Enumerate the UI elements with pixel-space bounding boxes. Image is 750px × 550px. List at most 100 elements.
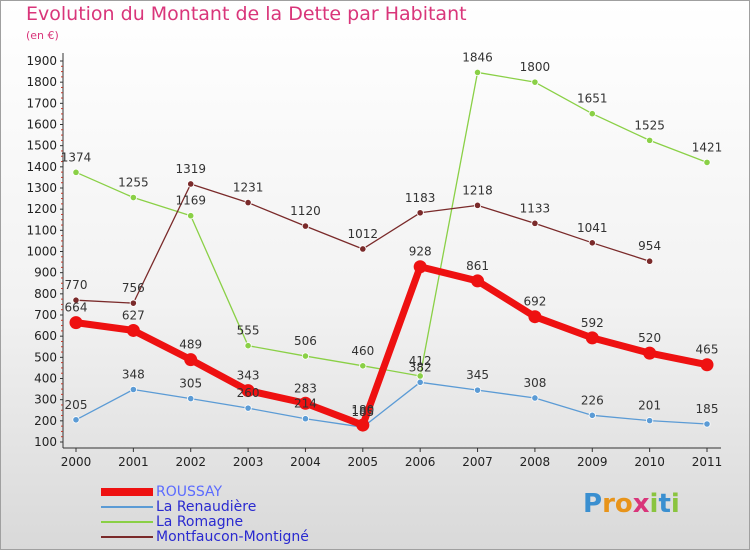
data-label-la-romagne: 1651 bbox=[577, 92, 608, 106]
x-tick-label: 2011 bbox=[692, 455, 723, 469]
data-point-la-renaudiere bbox=[244, 404, 252, 412]
legend-swatch bbox=[101, 521, 153, 523]
data-label-la-renaudiere: 185 bbox=[351, 405, 374, 419]
y-tick-label: 100 bbox=[34, 435, 57, 449]
data-label-la-romagne: 1255 bbox=[118, 176, 149, 190]
data-point-montfaucon-montigne bbox=[129, 299, 137, 307]
data-label-la-renaudiere: 345 bbox=[466, 368, 489, 382]
y-tick-label: 1000 bbox=[26, 245, 57, 259]
data-label-montfaucon-montigne: 756 bbox=[122, 281, 145, 295]
x-tick-label: 2010 bbox=[634, 455, 665, 469]
data-label-la-renaudiere: 214 bbox=[294, 397, 317, 411]
logo-letter: x bbox=[632, 489, 650, 519]
y-tick-label: 900 bbox=[34, 266, 57, 280]
series-line-montfaucon-montigne bbox=[75, 183, 651, 304]
y-tick-label: 1600 bbox=[26, 118, 57, 132]
data-point-la-romagne bbox=[588, 110, 596, 118]
data-point-montfaucon-montigne bbox=[473, 201, 482, 209]
data-point-roussay bbox=[585, 331, 599, 345]
data-point-montfaucon-montigne bbox=[531, 219, 539, 227]
data-label-la-romagne: 412 bbox=[409, 354, 432, 368]
chart-points bbox=[69, 68, 714, 432]
data-label-la-romagne: 1800 bbox=[520, 60, 551, 74]
data-point-la-romagne bbox=[416, 372, 424, 380]
data-label-roussay: 343 bbox=[237, 369, 260, 383]
data-label-roussay: 928 bbox=[409, 245, 432, 259]
x-tick-label: 2009 bbox=[577, 455, 608, 469]
chart-lines bbox=[72, 71, 711, 429]
data-label-montfaucon-montigne: 1012 bbox=[348, 227, 379, 241]
y-tick-label: 400 bbox=[34, 372, 57, 386]
data-point-la-romagne bbox=[72, 168, 80, 176]
data-label-roussay: 692 bbox=[523, 295, 546, 309]
y-tick-label: 200 bbox=[34, 414, 57, 428]
data-point-montfaucon-montigne bbox=[187, 180, 195, 188]
x-tick-label: 2002 bbox=[175, 455, 206, 469]
data-point-montfaucon-montigne bbox=[416, 209, 424, 217]
data-label-la-renaudiere: 305 bbox=[179, 377, 202, 391]
logo-letter: o bbox=[614, 489, 633, 519]
legend-swatch bbox=[101, 536, 153, 538]
logo-letter: r bbox=[602, 489, 615, 519]
series-line-la-renaudiere bbox=[75, 381, 708, 428]
data-point-la-romagne bbox=[703, 158, 711, 166]
data-label-montfaucon-montigne: 1218 bbox=[462, 183, 493, 197]
y-tick-label: 1500 bbox=[26, 139, 57, 153]
y-tick-label: 1200 bbox=[26, 202, 57, 216]
data-point-montfaucon-montigne bbox=[359, 245, 367, 253]
data-label-la-romagne: 1846 bbox=[462, 50, 493, 64]
y-tick-label: 1100 bbox=[26, 223, 57, 237]
x-tick-label: 2003 bbox=[233, 455, 264, 469]
data-label-roussay: 520 bbox=[638, 331, 661, 345]
legend-label: ROUSSAY bbox=[156, 484, 223, 500]
data-point-la-renaudiere bbox=[72, 416, 80, 424]
data-label-la-romagne: 1169 bbox=[175, 194, 206, 208]
data-label-roussay: 283 bbox=[294, 381, 317, 395]
data-label-la-romagne: 1374 bbox=[61, 150, 92, 164]
data-label-la-renaudiere: 382 bbox=[409, 360, 432, 374]
data-label-montfaucon-montigne: 770 bbox=[65, 278, 88, 292]
data-point-roussay bbox=[126, 323, 140, 337]
data-label-la-romagne: 1525 bbox=[634, 118, 665, 132]
legend-swatch bbox=[101, 506, 153, 508]
legend-label: La Romagne bbox=[156, 514, 244, 530]
data-point-la-renaudiere bbox=[301, 415, 310, 423]
y-tick-label: 1400 bbox=[26, 160, 57, 174]
logo-letter: i bbox=[649, 489, 659, 519]
chart-subtitle: (en €) bbox=[26, 29, 59, 42]
data-label-montfaucon-montigne: 1319 bbox=[175, 162, 206, 176]
data-point-roussay bbox=[528, 310, 542, 324]
proxiti-logo: Proxiti bbox=[583, 489, 680, 519]
x-tick-label: 2001 bbox=[118, 455, 149, 469]
data-point-la-renaudiere bbox=[646, 417, 654, 425]
data-point-montfaucon-montigne bbox=[244, 199, 252, 207]
data-point-roussay bbox=[643, 346, 657, 360]
data-point-montfaucon-montigne bbox=[72, 296, 80, 304]
y-tick-label: 1300 bbox=[26, 181, 57, 195]
data-point-roussay bbox=[69, 316, 83, 330]
y-tick-label: 800 bbox=[34, 287, 57, 301]
data-point-roussay bbox=[241, 384, 255, 398]
data-point-la-renaudiere bbox=[703, 420, 711, 428]
data-point-la-romagne bbox=[244, 342, 252, 350]
data-label-la-renaudiere: 201 bbox=[638, 399, 661, 413]
data-label-montfaucon-montigne: 1041 bbox=[577, 221, 608, 235]
legend-swatch bbox=[101, 488, 153, 496]
data-label-roussay: 627 bbox=[122, 308, 145, 322]
data-point-montfaucon-montigne bbox=[588, 239, 596, 247]
data-point-roussay bbox=[184, 353, 198, 367]
data-point-roussay bbox=[700, 358, 714, 372]
data-point-la-renaudiere bbox=[531, 394, 539, 402]
line-chart: 100 200 300 400 500 600 700 800 900 1000 1100 1200 1… bbox=[26, 50, 723, 469]
data-point-la-renaudiere bbox=[588, 411, 596, 419]
legend-label: La Renaudière bbox=[156, 499, 257, 515]
data-label-montfaucon-montigne: 1231 bbox=[233, 181, 264, 195]
data-label-montfaucon-montigne: 1183 bbox=[405, 191, 436, 205]
data-label-roussay: 861 bbox=[466, 259, 489, 273]
data-point-roussay bbox=[471, 274, 485, 288]
y-tick-label: 700 bbox=[34, 308, 57, 322]
data-label-la-renaudiere: 185 bbox=[696, 402, 719, 416]
x-tick-label: 2006 bbox=[405, 455, 436, 469]
y-tick-label: 500 bbox=[34, 350, 57, 364]
